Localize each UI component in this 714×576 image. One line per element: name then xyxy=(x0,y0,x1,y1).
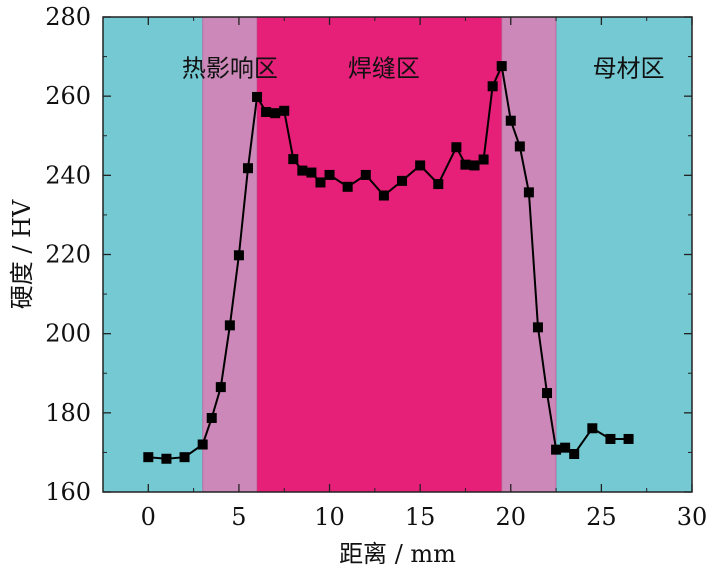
data-point xyxy=(505,115,516,126)
data-point xyxy=(252,91,263,102)
data-point xyxy=(143,452,154,463)
data-point xyxy=(270,108,281,119)
x-tick-label: 30 xyxy=(677,503,708,531)
data-point xyxy=(523,187,534,198)
y-ticks: 160 180 200 220 240 260 280 xyxy=(45,3,692,506)
region-bands xyxy=(103,17,692,492)
data-point xyxy=(487,81,498,92)
x-axis-title: 距离 / mm xyxy=(339,540,456,568)
y-axis-title: 硬度 / HV xyxy=(8,199,36,309)
x-tick-label: 25 xyxy=(586,503,617,531)
y-tick-label: 180 xyxy=(45,399,91,427)
data-point xyxy=(224,320,235,331)
data-point xyxy=(605,433,616,444)
data-point xyxy=(433,179,444,190)
data-point xyxy=(551,444,562,455)
data-point xyxy=(342,181,353,192)
y-tick-label: 240 xyxy=(45,161,91,189)
data-point xyxy=(324,169,335,180)
y-tick-label: 200 xyxy=(45,320,91,348)
y-tick-label: 280 xyxy=(45,3,91,31)
x-tick-label: 20 xyxy=(495,503,526,531)
data-point xyxy=(532,322,543,333)
data-point xyxy=(587,423,598,434)
data-point xyxy=(415,160,426,171)
data-point xyxy=(288,154,299,165)
data-point xyxy=(397,175,408,186)
y-tick-label: 260 xyxy=(45,82,91,110)
data-point xyxy=(206,412,217,423)
region-band-1 xyxy=(202,17,258,492)
region-label: 焊缝区 xyxy=(348,54,420,82)
data-point xyxy=(360,169,371,180)
x-tick-label: 10 xyxy=(314,503,345,531)
series-layer xyxy=(143,61,634,464)
region-band-2 xyxy=(257,17,502,492)
data-point xyxy=(306,167,317,178)
x-tick-label: 5 xyxy=(231,503,246,531)
y-tick-label: 160 xyxy=(45,478,91,506)
data-point xyxy=(161,453,172,464)
data-point xyxy=(279,105,290,116)
y-tick-label: 220 xyxy=(45,241,91,269)
data-point xyxy=(560,442,571,453)
data-point xyxy=(297,165,308,176)
x-tick-label: 0 xyxy=(141,503,156,531)
data-point xyxy=(451,142,462,153)
data-point xyxy=(197,439,208,450)
x-ticks: 0 5 10 15 20 25 30 xyxy=(141,17,708,531)
data-point xyxy=(469,160,480,171)
data-point xyxy=(242,163,253,174)
data-point xyxy=(496,61,507,72)
data-point xyxy=(569,449,580,459)
data-point xyxy=(542,388,553,399)
region-band-4 xyxy=(556,17,692,492)
region-label: 热影响区 xyxy=(182,54,278,82)
data-point xyxy=(215,382,226,393)
data-point xyxy=(460,159,471,170)
data-point xyxy=(233,250,244,261)
region-label: 母材区 xyxy=(593,54,665,82)
axes: 0 5 10 15 20 25 30 160 180 200 220 240 260 280 xyxy=(45,3,707,531)
data-point xyxy=(514,141,525,152)
region-band-3 xyxy=(501,17,557,492)
data-point xyxy=(179,452,190,463)
x-tick-label: 15 xyxy=(405,503,436,531)
data-point xyxy=(378,190,389,201)
series-line-segment-0 xyxy=(148,62,558,460)
region-band-0 xyxy=(103,17,203,492)
data-point xyxy=(478,154,489,165)
data-point xyxy=(315,177,326,188)
data-point xyxy=(261,107,272,117)
data-point xyxy=(623,433,634,444)
region-labels: 热影响区 焊缝区 母材区 xyxy=(182,54,665,82)
